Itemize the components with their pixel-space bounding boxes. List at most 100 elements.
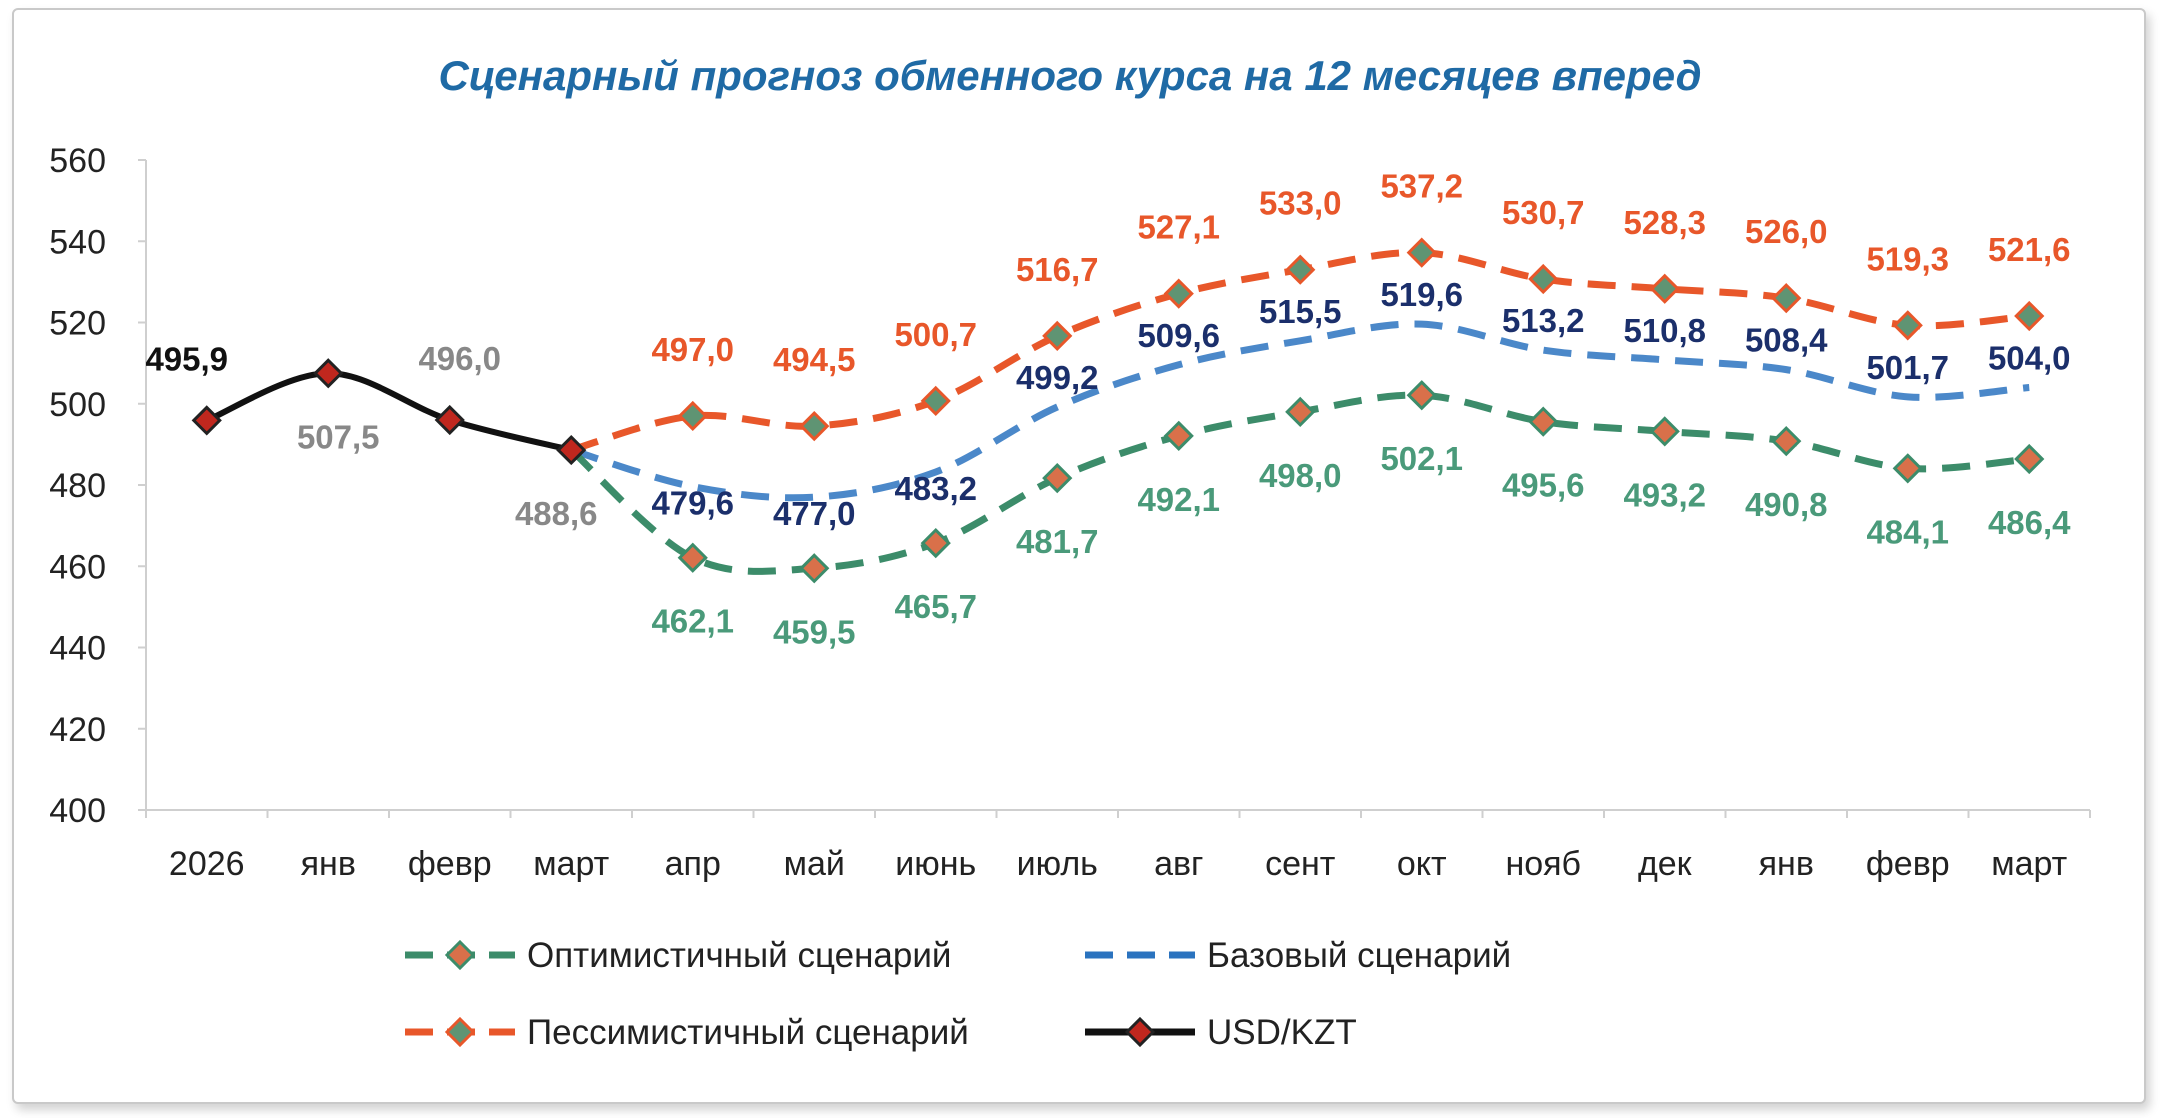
x-tick-label: янв [1759,845,1814,883]
usdkzt-label: 507,5 [297,418,380,455]
y-tick-label: 520 [49,305,106,343]
y-tick-label: 480 [49,467,106,505]
optimistic-label: 498,0 [1259,457,1342,494]
pessimistic-label: 494,5 [773,341,856,378]
optimistic-label: 459,5 [773,613,856,650]
optimistic-marker [1285,396,1316,427]
usdkzt-marker [191,405,222,436]
usdkzt-marker [313,358,344,389]
pessimistic-marker [1285,254,1316,285]
pessimistic-label: 516,7 [1016,251,1099,288]
pessimistic-marker [799,410,830,442]
pessimistic-legend-marker [444,1016,476,1048]
base-label: 519,6 [1380,276,1463,313]
y-tick-label: 500 [49,386,106,424]
x-tick-label: сент [1265,845,1335,883]
optimistic-marker [1406,380,1437,411]
pessimistic-label: 530,7 [1502,194,1585,231]
y-tick-label: 400 [49,792,106,830]
x-tick-label: апр [665,845,721,883]
optimistic-legend-label: Оптимистичный сценарий [527,936,951,975]
pessimistic-marker [2014,300,2045,332]
base-label: 504,0 [1988,340,2071,377]
usdkzt-line [205,370,572,453]
x-tick-label: нояб [1505,845,1581,883]
x-tick-label: март [1991,845,2067,883]
base-label: 510,8 [1623,312,1706,349]
legend: Оптимистичный сценарий Базовый сценарий Пе… [405,936,1511,1052]
x-tick-label: дек [1638,845,1693,883]
optimistic-label: 484,1 [1866,513,1949,550]
usdkzt-marker [556,434,587,466]
pessimistic-marker [920,385,951,417]
x-tick-label: окт [1397,845,1447,883]
optimistic-marker [1163,420,1194,451]
pessimistic-legend-label: Пессимистичный сценарий [527,1013,969,1052]
x-tick-label: февр [1866,845,1950,883]
x-tick-label: авг [1154,845,1203,883]
usdkzt-legend-label: USD/KZT [1207,1013,1357,1052]
y-tick-label: 560 [49,142,106,180]
x-tick-label: март [533,845,609,883]
x-tick-label: февр [408,845,492,883]
pessimistic-marker [1528,263,1559,295]
x-tick-label: 2026 [169,845,245,883]
pessimistic-label: 497,0 [651,331,734,368]
pessimistic-marker [1042,320,1073,352]
optimistic-label: 495,6 [1502,467,1585,504]
base-label: 509,6 [1137,317,1220,354]
pessimistic-marker [1892,310,1923,341]
pessimistic-label: 528,3 [1623,204,1706,241]
pessimistic-label: 519,3 [1866,240,1949,277]
optimistic-label: 486,4 [1988,504,2071,541]
y-tick-label: 460 [49,548,106,586]
optimistic-marker [799,553,830,584]
data-labels: 495,9 507,5 496,0 488,6 497,0 494,5 500,7 516,7… [145,168,2071,651]
usdkzt-marker [434,404,465,436]
pessimistic-marker [677,400,708,432]
y-tick-label: 440 [49,630,106,668]
optimistic-label: 502,1 [1380,440,1463,477]
base-line [570,320,2030,502]
y-tick-label: 540 [49,223,106,261]
usdkzt-label: 488,6 [515,495,598,532]
optimistic-label: 481,7 [1016,523,1099,560]
pessimistic-marker [1406,237,1437,268]
pessimistic-label: 527,1 [1137,209,1220,246]
series-markers [191,237,2045,584]
base-label: 483,2 [894,470,977,507]
pessimistic-label: 526,0 [1745,213,1828,250]
base-label: 477,0 [773,495,856,532]
optimistic-label: 492,1 [1137,481,1220,518]
optimistic-label: 490,8 [1745,486,1828,523]
pessimistic-marker [1163,278,1194,309]
base-label: 515,5 [1259,293,1342,330]
base-label: 501,7 [1866,349,1949,386]
x-tick-label: июль [1017,845,1098,883]
series-lines [205,249,2030,575]
x-tick-label: янв [301,845,356,883]
base-legend-label: Базовый сценарий [1207,936,1511,975]
usdkzt-label: 496,0 [418,340,501,377]
optimistic-marker [1649,416,1680,447]
pessimistic-label: 533,0 [1259,185,1342,222]
pessimistic-label: 537,2 [1380,168,1463,205]
optimistic-marker [677,542,708,573]
chart-frame [12,8,2146,1104]
optimistic-marker [1528,406,1559,437]
base-label: 479,6 [651,485,734,522]
pessimistic-marker [1771,283,1802,314]
chart-title: Сценарный прогноз обменного курса на 12 … [438,52,1701,99]
x-tick-label: июнь [895,845,976,883]
optimistic-marker [2014,443,2045,475]
optimistic-marker [1892,453,1923,484]
pessimistic-label: 521,6 [1988,231,2071,268]
optimistic-label: 493,2 [1623,476,1706,513]
y-tick-label: 420 [49,711,106,749]
pessimistic-label: 500,7 [894,316,977,353]
base-label: 508,4 [1745,322,1828,359]
usdkzt-label: 495,9 [145,340,228,377]
pessimistic-marker [1649,273,1680,304]
optimistic-marker [920,527,951,559]
